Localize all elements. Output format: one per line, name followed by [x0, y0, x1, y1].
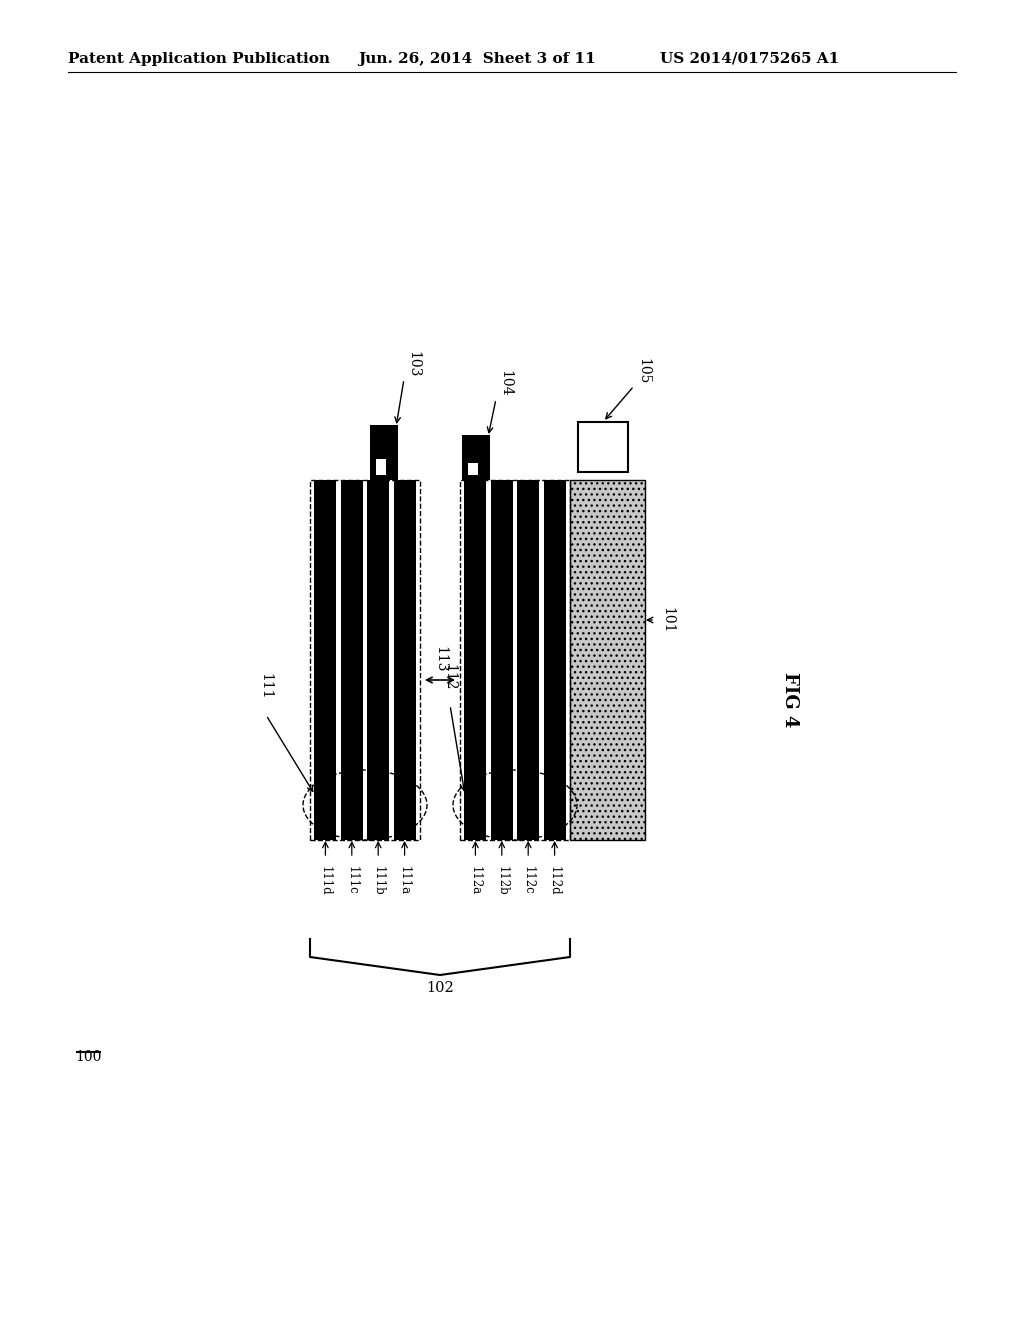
Text: 112c: 112c [521, 866, 535, 895]
Text: 105: 105 [636, 358, 650, 384]
Text: US 2014/0175265 A1: US 2014/0175265 A1 [660, 51, 840, 66]
Text: 113: 113 [433, 645, 447, 672]
Bar [310, 480, 420, 840]
Text: 112b: 112b [496, 866, 508, 896]
Text: 112d: 112d [548, 866, 561, 896]
Bar [468, 463, 478, 475]
Bar [490, 480, 513, 840]
Bar [570, 480, 645, 840]
Bar [544, 480, 565, 840]
Bar [310, 480, 420, 840]
Text: 112a: 112a [469, 866, 482, 895]
Bar [578, 422, 628, 473]
Text: 102: 102 [426, 981, 454, 995]
Text: 111c: 111c [345, 866, 358, 895]
Text: 111a: 111a [398, 866, 411, 895]
Bar [341, 480, 362, 840]
Bar [370, 425, 398, 480]
Text: 104: 104 [498, 371, 512, 397]
Bar [314, 480, 337, 840]
Text: Jun. 26, 2014  Sheet 3 of 11: Jun. 26, 2014 Sheet 3 of 11 [358, 51, 596, 66]
Text: Patent Application Publication: Patent Application Publication [68, 51, 330, 66]
Text: 100: 100 [75, 1049, 101, 1064]
Bar [517, 480, 540, 840]
Text: FIG 4: FIG 4 [781, 672, 799, 727]
Text: 111b: 111b [372, 866, 385, 896]
Text: 111: 111 [258, 673, 272, 700]
Bar [462, 436, 490, 480]
Bar [460, 480, 570, 840]
Text: 101: 101 [660, 607, 674, 634]
Bar [368, 480, 389, 840]
Bar [376, 459, 386, 475]
Bar [460, 480, 570, 840]
Text: 111d: 111d [318, 866, 332, 896]
Text: 103: 103 [406, 351, 420, 378]
Bar [465, 480, 486, 840]
Text: 112: 112 [442, 664, 456, 690]
Bar [393, 480, 416, 840]
